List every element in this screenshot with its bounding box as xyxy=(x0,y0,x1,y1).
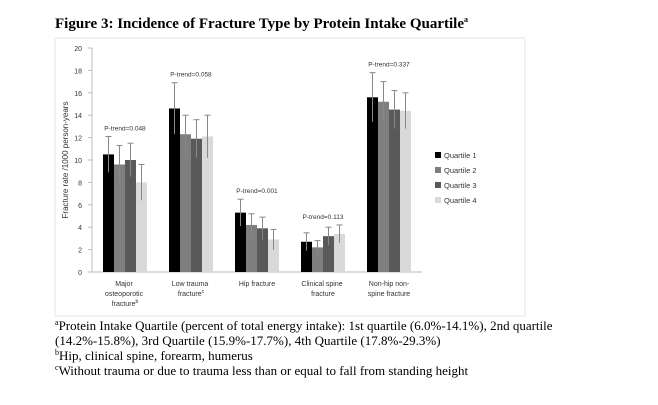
y-tick-label: 20 xyxy=(74,46,82,53)
bar xyxy=(367,97,378,272)
y-tick-label: 4 xyxy=(78,225,82,232)
category-name: Hip fracture xyxy=(239,281,275,288)
legend-swatch xyxy=(435,167,441,173)
title-superscript: a xyxy=(464,15,468,24)
footnote-mark: c xyxy=(55,363,59,372)
legend-label: Quartile 4 xyxy=(444,196,477,205)
annotation: P-trend=0.113 xyxy=(303,214,344,221)
legend-label: Quartile 2 xyxy=(444,166,477,175)
y-tick-label: 16 xyxy=(74,91,82,98)
footnote-text: Protein Intake Quartile (percent of tota… xyxy=(55,318,553,348)
bar xyxy=(202,136,213,272)
bar xyxy=(191,138,202,272)
footnote: aProtein Intake Quartile (percent of tot… xyxy=(55,318,615,348)
legend-swatch xyxy=(435,152,441,158)
x-tick-label: Major osteoporotic fractureb xyxy=(105,281,145,308)
bar xyxy=(268,239,279,272)
bar xyxy=(400,110,411,272)
annotation: P-trend=0.337 xyxy=(368,62,410,69)
y-tick-label: 0 xyxy=(78,270,82,277)
y-axis-label: Fracture rate /1000 person-years xyxy=(61,102,70,219)
x-tick-label: Low trauma fracturec xyxy=(172,281,211,298)
chart-title: Figure 3: Incidence of Fracture Type by … xyxy=(55,15,468,32)
legend-label: Quartile 1 xyxy=(444,151,477,160)
y-tick-label: 18 xyxy=(74,68,82,75)
x-tick-label: Clinical spine fracture xyxy=(301,281,344,298)
y-tick-label: 14 xyxy=(74,113,82,120)
bar xyxy=(312,247,323,272)
legend-label: Quartile 3 xyxy=(444,181,477,190)
bar xyxy=(125,160,136,272)
bar xyxy=(235,212,246,272)
y-tick-label: 6 xyxy=(78,203,82,210)
bar xyxy=(323,236,334,272)
y-tick-label: 2 xyxy=(78,248,82,255)
bar xyxy=(103,154,114,272)
bar xyxy=(389,109,400,272)
bar xyxy=(378,101,389,272)
footnote-mark: b xyxy=(55,348,59,357)
bar xyxy=(301,241,312,272)
y-tick-label: 12 xyxy=(74,136,82,143)
legend-swatch xyxy=(435,182,441,188)
y-tick-label: 8 xyxy=(78,180,82,187)
bar xyxy=(334,233,345,272)
category-name: Non-hip non-spine fracture xyxy=(368,281,411,298)
bar xyxy=(246,224,257,272)
x-tick-label: Hip fracture xyxy=(239,281,275,288)
annotation: P-trend=0.058 xyxy=(170,72,212,79)
bar xyxy=(136,182,147,272)
x-tick-label: Non-hip non-spine fracture xyxy=(368,281,411,298)
category-name: Clinical spine fracture xyxy=(301,281,344,298)
y-tick-label: 10 xyxy=(74,158,82,165)
bar xyxy=(114,164,125,272)
footnote-text: Without trauma or due to trauma less tha… xyxy=(58,363,469,378)
bar xyxy=(169,108,180,272)
chart-frame xyxy=(54,37,526,317)
category-superscript: b xyxy=(135,299,138,305)
bar xyxy=(180,134,191,272)
footnotes: aProtein Intake Quartile (percent of tot… xyxy=(55,318,615,378)
category-name: Low trauma fracture xyxy=(172,281,211,298)
annotation: P-trend=0.048 xyxy=(104,125,146,132)
footnote-mark: a xyxy=(55,318,59,327)
footnote-text: Hip, clinical spine, forearm, humerus xyxy=(59,348,253,363)
footnote: cWithout trauma or due to trauma less th… xyxy=(55,363,615,378)
footnote: bHip, clinical spine, forearm, humerus xyxy=(55,348,615,363)
title-text: Figure 3: Incidence of Fracture Type by … xyxy=(55,16,464,32)
legend-swatch xyxy=(435,197,441,203)
chart: Figure 3: Incidence of Fracture Type by … xyxy=(54,15,526,317)
category-superscript: c xyxy=(202,289,205,295)
bar xyxy=(257,228,268,272)
category-name: Major osteoporotic fracture xyxy=(105,281,145,308)
annotation: P-trend=0.001 xyxy=(236,188,278,195)
